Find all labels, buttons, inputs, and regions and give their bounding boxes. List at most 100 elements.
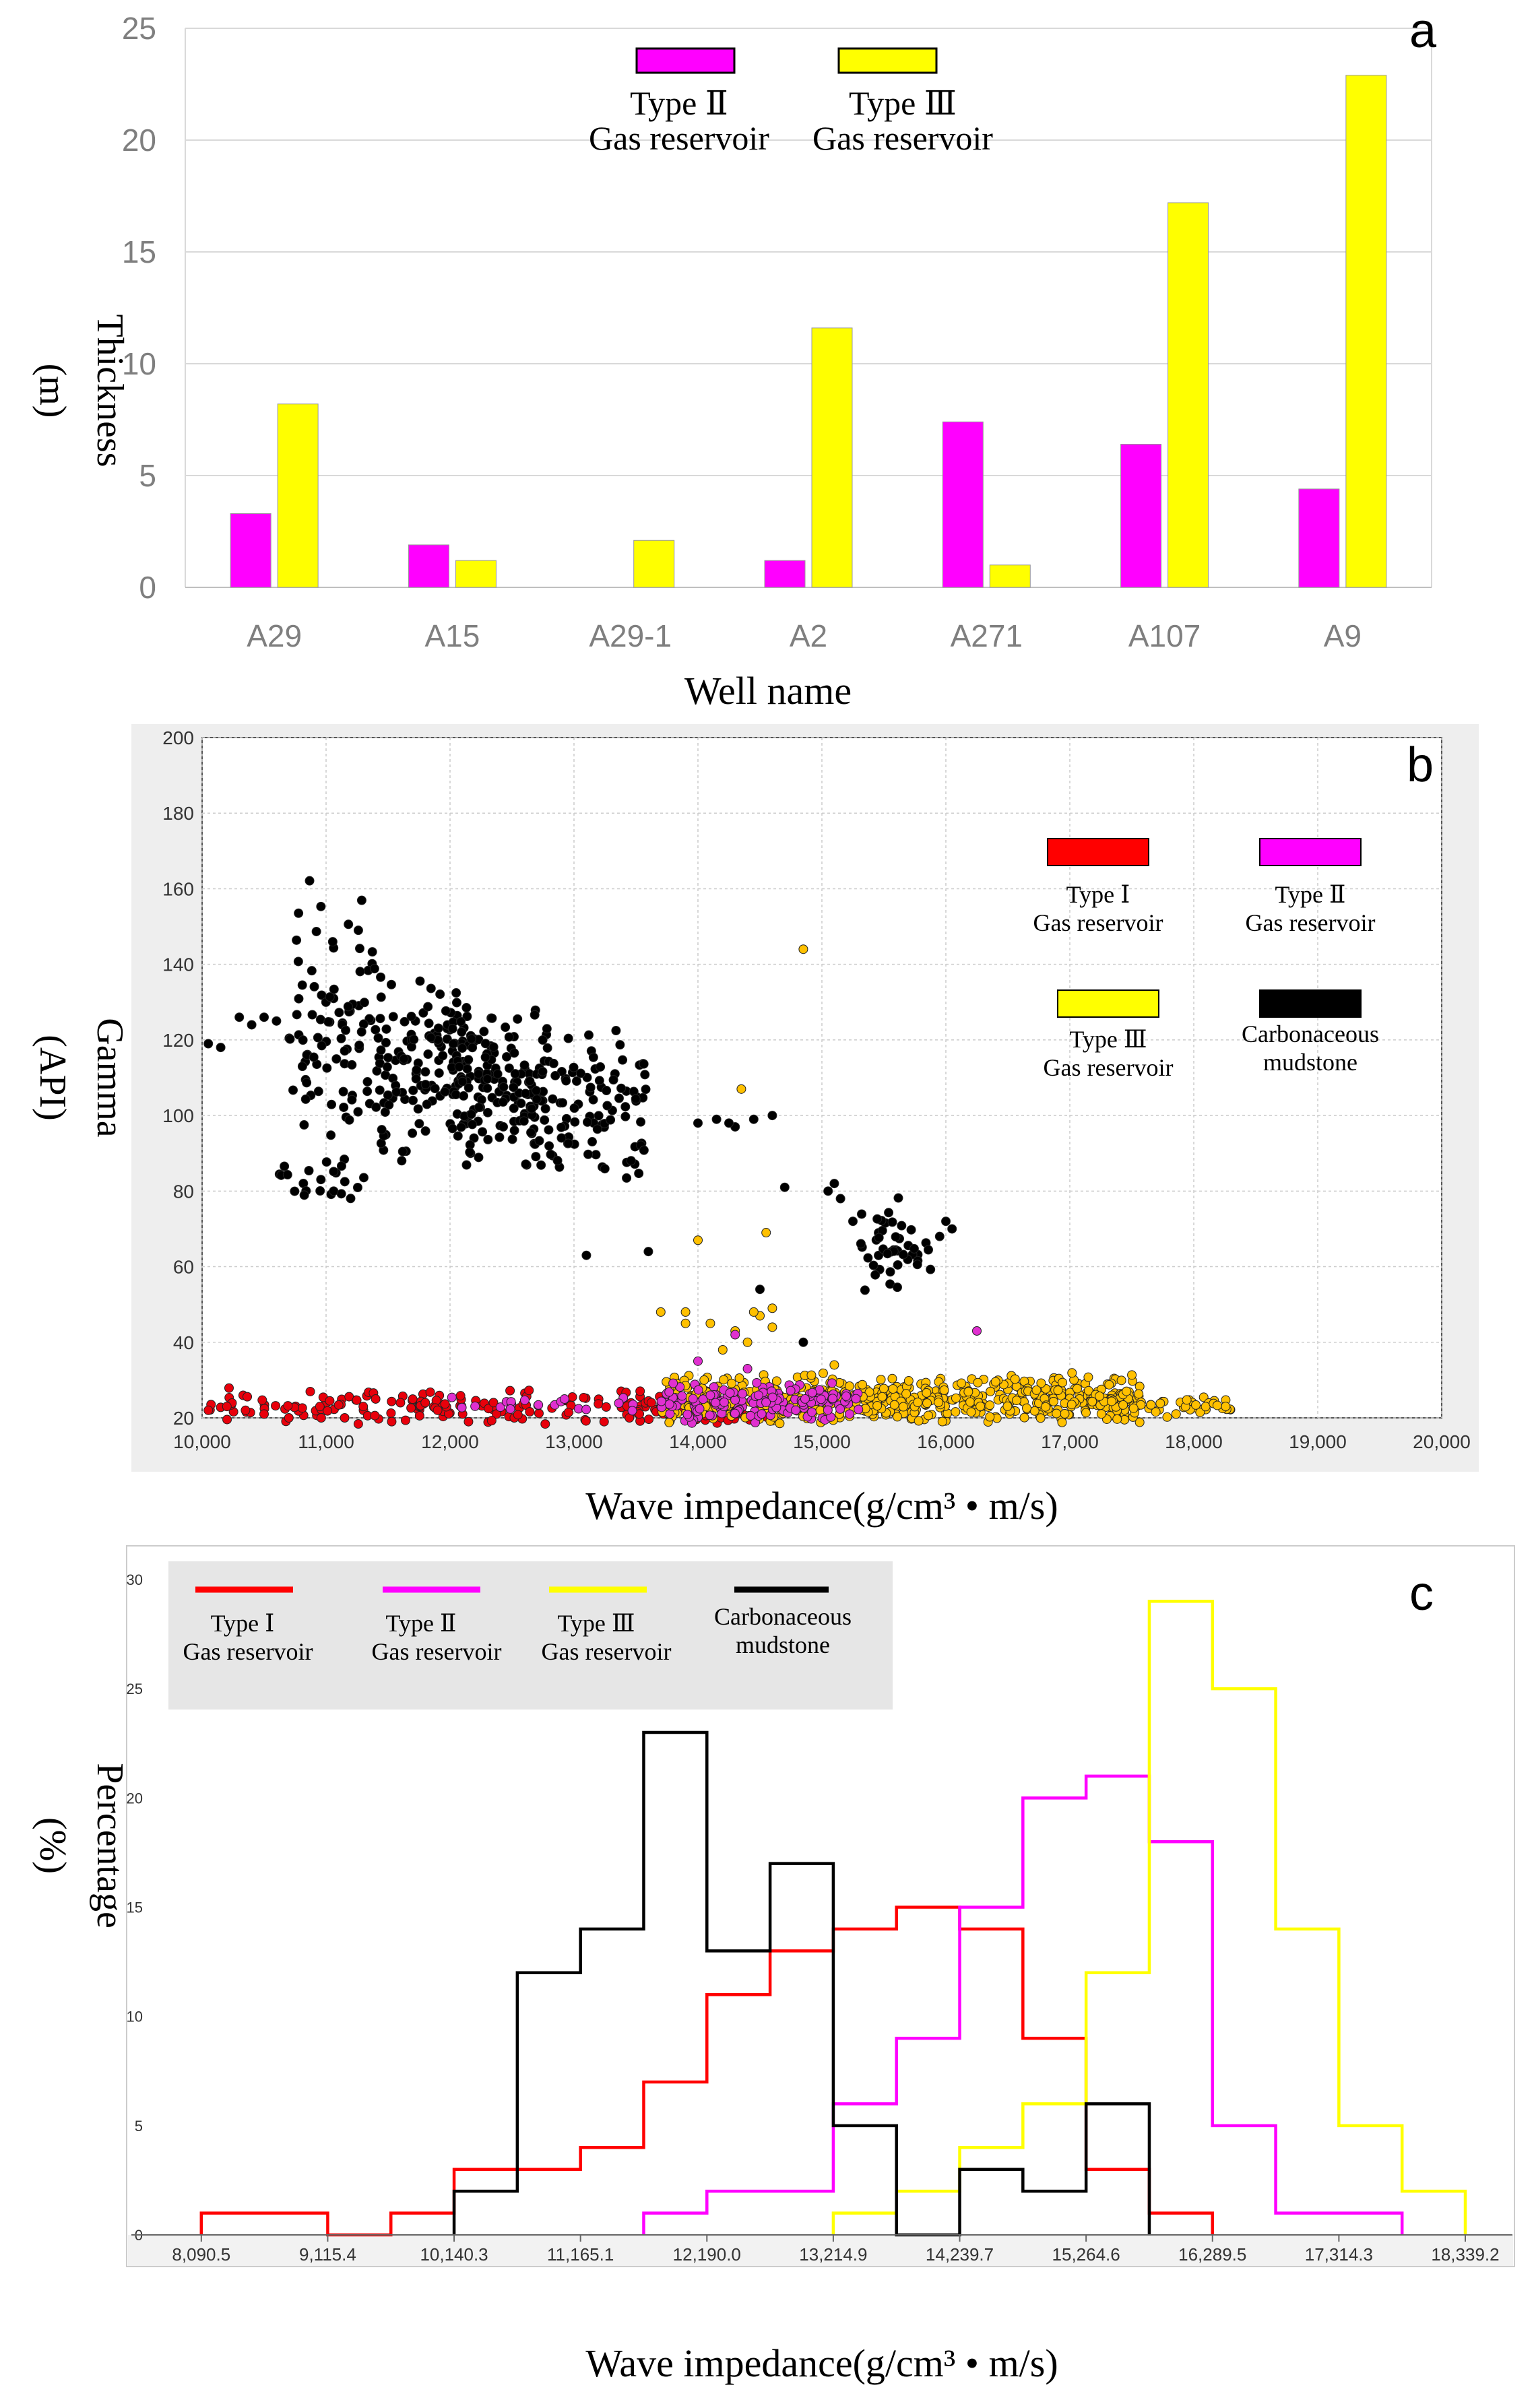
panel-b-point [829,1179,839,1189]
panel-b-point [913,1398,923,1408]
panel-b-point [550,1070,561,1080]
panel-b-point [1212,1400,1222,1410]
panel-b-point [856,1239,866,1249]
panel-c-legend-type3-line2: Gas reservoir [542,1638,672,1665]
panel-b-point [664,1417,674,1427]
panel-a-bar [1168,202,1209,588]
panel-b-point [699,1375,709,1385]
panel-b-point [415,976,425,986]
panel-b-point [563,1407,573,1417]
panel-b-point [373,1033,383,1043]
panel-b-x-tick-label: 10,000 [173,1431,231,1452]
panel-b-point [282,1170,292,1180]
panel-b-point [878,1384,889,1394]
panel-b-point [779,1182,790,1192]
panel-b-point [1094,1391,1104,1401]
panel-c-legend: Type Ⅰ Gas reservoir Type Ⅱ Gas reservoi… [183,1586,852,1665]
panel-c-y-tick-label: 5 [135,2118,143,2135]
panel-b-x-tick-label: 17,000 [1041,1431,1099,1452]
panel-b-point [498,1097,508,1107]
panel-b-point [507,1134,517,1144]
panel-b-y-tick-label: 180 [162,803,194,824]
panel-b-gridlines [201,737,1442,1419]
panel-b-point [501,1022,511,1033]
panel-b-point [488,1042,499,1052]
panel-b-point [435,989,445,1000]
panel-b-y-tick-label: 200 [162,727,194,748]
panel-b-point [257,1395,267,1405]
panel-b-point [313,1086,323,1097]
panel-b-point [451,1090,461,1100]
panel-b-point [353,1419,363,1429]
panel-b-point [1221,1402,1231,1412]
panel-b-point [874,1233,884,1243]
panel-b-point [426,983,436,994]
panel-b-point [400,1415,410,1425]
panel-a-bar [455,560,497,588]
panel-b-point [1048,1396,1058,1406]
panel-b-point [299,1190,309,1200]
panel-a-bar [942,421,984,588]
panel-b-point [693,1118,703,1128]
panel-b-point [222,1414,232,1425]
panel-b-point [519,1060,530,1070]
panel-c-x-tick-label: 8,090.5 [172,2244,230,2265]
panel-b-point [608,1075,618,1085]
panel-b-point [313,1033,323,1043]
panel-b-point [985,1400,995,1410]
panel-b-legend-type1-line2: Gas reservoir [1033,909,1163,936]
panel-b-point [425,1387,435,1397]
panel-b-point [509,1082,519,1093]
panel-b-point [581,1416,591,1426]
panel-b-point [903,1376,914,1386]
panel-b-point [483,1134,493,1144]
panel-b-point [387,1396,397,1406]
panel-c-legend-type2-line1: Type Ⅱ [386,1610,457,1637]
panel-b-point [725,1388,735,1398]
panel-b-point [596,1062,606,1072]
panel-a-y-tick-label: 20 [122,123,156,158]
panel-b-point [325,1396,335,1406]
panel-b-point [1060,1408,1070,1419]
panel-b-y-tick-label: 120 [162,1030,194,1051]
panel-b-point [424,1018,434,1029]
panel-b-point [495,1402,505,1412]
panel-b-point [570,1117,580,1127]
panel-b-point [639,1059,649,1069]
panel-c-x-tick-label: 14,239.7 [926,2244,994,2265]
panel-b-point [544,1125,554,1135]
panel-b-point [892,1412,902,1422]
panel-b-point [583,1030,594,1040]
panel-b-point [727,1378,737,1388]
panel-b-point [525,1406,535,1417]
panel-b-point [588,1095,598,1105]
panel-b-point [634,1169,644,1179]
panel-b-point [1146,1400,1156,1410]
panel-b-y-tick-labels: 20 40 60 80 100 120 140 160 180 200 [162,727,194,1429]
panel-b-point [576,1068,586,1078]
panel-b-point [494,1132,505,1142]
panel-b-point [524,1386,534,1396]
panel-b-point [420,1067,430,1077]
panel-b-y-tick-label: 80 [173,1181,194,1202]
panel-b-point [203,1039,214,1049]
panel-b-point [963,1387,973,1397]
panel-b-point [1019,1412,1029,1423]
panel-b-point [408,1095,418,1105]
panel-b-point [376,1045,386,1055]
panel-a-bar [408,544,449,588]
panel-b-point [1031,1385,1042,1395]
panel-b-point [516,1099,526,1109]
panel-b-point [423,1049,433,1060]
panel-b-point [259,1409,269,1419]
panel-b-point [247,1020,257,1030]
panel-b-point [531,1086,541,1096]
panel-b-point [569,1103,579,1113]
panel-a-legend-swatch-type3 [837,47,938,74]
panel-b-point [552,1156,563,1166]
panel-a-gridlines [185,28,1432,588]
panel-b-point [339,1102,349,1112]
panel-b-point [347,1060,357,1070]
panel-b-series-3 [203,876,957,1347]
panel-b-point [851,1394,861,1404]
